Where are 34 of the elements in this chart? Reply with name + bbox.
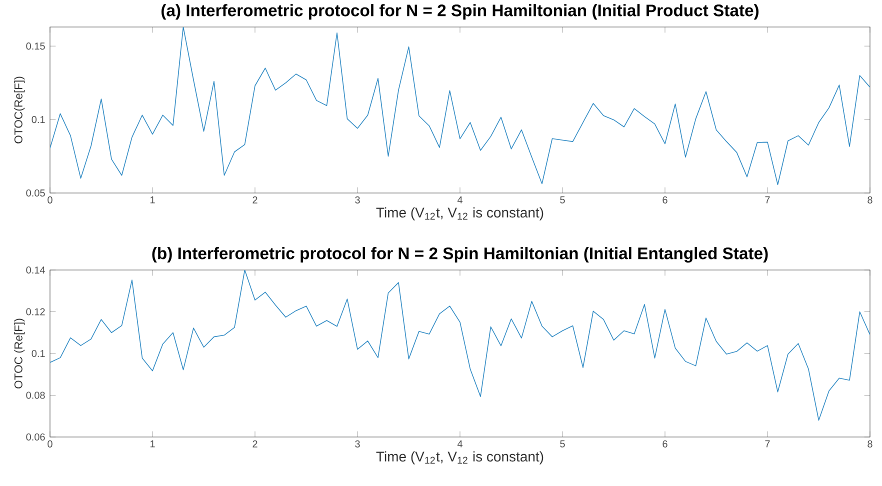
x-axis-title: Time (V$_{12}$t, V$_{12}$ is constant): [376, 207, 544, 220]
x-axis-title: Time (V$_{12}$t, V$_{12}$ is constant): [376, 451, 544, 464]
line-series: [50, 270, 870, 421]
y-tick-label: 0.1: [32, 116, 45, 124]
y-tick-label: 0.1: [32, 350, 45, 358]
x-tick-label: 1: [150, 440, 155, 448]
y-tick-label: 0.06: [26, 433, 45, 441]
y-tick-label: 0.05: [26, 189, 45, 197]
x-tick-label: 1: [150, 196, 155, 204]
x-tick-label: 2: [252, 196, 258, 204]
x-tick-label: 5: [560, 440, 565, 448]
x-tick-label: 8: [868, 440, 872, 448]
x-tick-label: 3: [355, 440, 360, 448]
x-tick-label: 4: [457, 196, 462, 204]
x-tick-label: 7: [765, 440, 770, 448]
y-axis-title: OTOC (Re[F]): [14, 318, 25, 388]
x-tick-label: 4: [457, 440, 462, 448]
x-tick-label: 8: [868, 196, 872, 204]
x-tick-label: 0: [48, 196, 52, 204]
line-series: [50, 26, 870, 186]
y-tick-label: 0.15: [26, 42, 45, 50]
x-tick-label: 6: [662, 440, 668, 448]
x-tick-label: 0: [48, 440, 52, 448]
x-tick-label: 6: [662, 196, 668, 204]
x-tick-label: 2: [252, 440, 258, 448]
y-tick-label: 0.08: [26, 392, 45, 399]
chart-title: (b) Interferometric protocol for N = 2 Spin Hamiltonian (Initial Entangled State): [152, 247, 768, 263]
x-tick-label: 7: [765, 196, 770, 204]
y-tick-label: 0.12: [26, 308, 45, 316]
x-tick-label: 5: [560, 196, 565, 204]
y-tick-label: 0.14: [26, 266, 45, 274]
chart-title: (a) Interferometric protocol for N = 2 Spin Hamiltonian (Initial Product State): [161, 4, 759, 20]
y-axis-title: OTOC(Re[F]): [14, 76, 25, 144]
x-tick-label: 3: [355, 196, 360, 204]
